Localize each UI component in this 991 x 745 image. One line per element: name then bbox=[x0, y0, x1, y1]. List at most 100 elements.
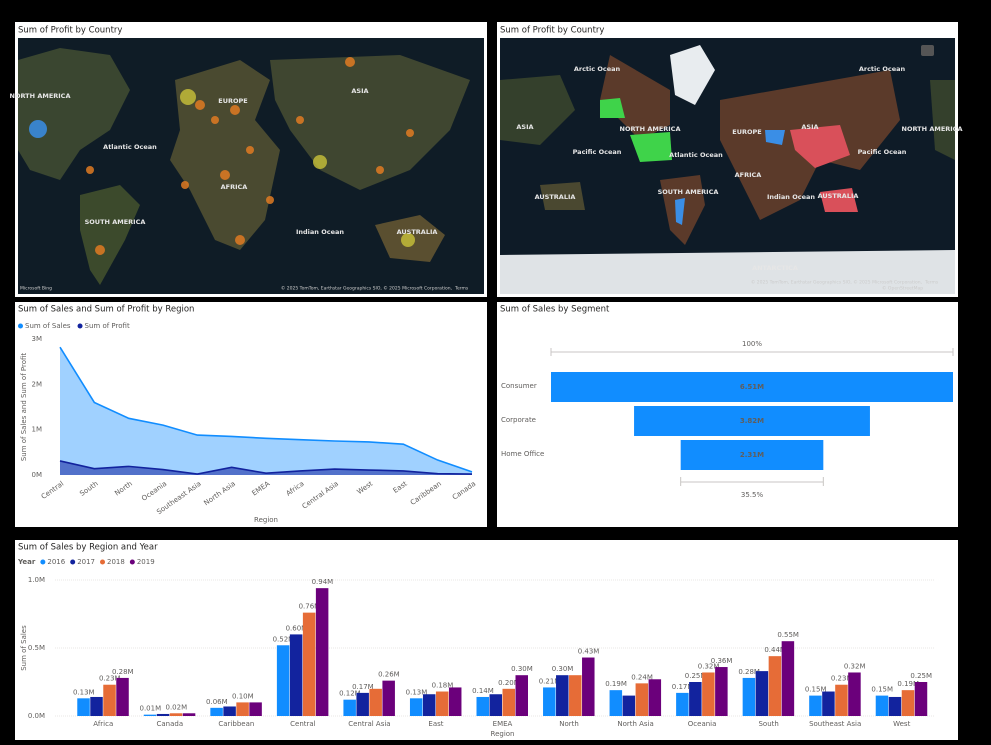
bar bbox=[768, 656, 782, 716]
bar bbox=[143, 714, 157, 716]
bar bbox=[914, 682, 928, 716]
land bbox=[18, 48, 130, 180]
x-tick-label: EMEA bbox=[493, 720, 513, 728]
bar bbox=[809, 695, 822, 716]
map-attribution: © 2025 TomTom, Earthstar Geographics SIO… bbox=[751, 279, 922, 286]
data-label: 0.32M bbox=[844, 662, 866, 670]
x-tick-label: Central bbox=[290, 720, 316, 728]
legend-marker bbox=[129, 559, 135, 565]
data-label: 0.01M bbox=[139, 705, 161, 713]
bubble bbox=[376, 166, 384, 174]
bubble bbox=[296, 116, 304, 124]
bubble bbox=[401, 233, 415, 247]
bar bbox=[103, 684, 116, 716]
land-highlight bbox=[600, 98, 625, 118]
x-tick-label: Southeast Asia bbox=[809, 720, 861, 728]
data-label: 0.13M bbox=[406, 688, 428, 696]
data-label: 0.02M bbox=[165, 703, 187, 711]
bar bbox=[236, 702, 249, 716]
data-label: 0.24M bbox=[631, 673, 653, 681]
data-label: 0.14M bbox=[472, 687, 494, 695]
map-label: Pacific Ocean bbox=[858, 148, 907, 156]
map-label: AFRICA bbox=[735, 171, 762, 179]
bubble bbox=[246, 146, 254, 154]
legend-label: Sum of Profit bbox=[85, 322, 130, 330]
chart-title: Sum of Sales and Sum of Profit by Region bbox=[18, 305, 194, 315]
land-highlight bbox=[765, 130, 785, 145]
data-label: 0.55M bbox=[777, 631, 799, 639]
bar bbox=[569, 675, 582, 716]
bar bbox=[689, 682, 702, 716]
x-tick-label: North Asia bbox=[617, 720, 653, 728]
data-label: 0.15M bbox=[871, 686, 893, 694]
land bbox=[540, 182, 585, 210]
x-tick-label: South bbox=[758, 720, 778, 728]
data-label: 0.30M bbox=[552, 665, 574, 673]
data-label: 0.19M bbox=[605, 680, 627, 688]
data-label: 0.10M bbox=[232, 692, 254, 700]
x-tick-label: West bbox=[893, 720, 910, 728]
map-terms: Terms bbox=[454, 286, 469, 292]
area bbox=[60, 460, 472, 475]
map-label: NORTH AMERICA bbox=[620, 125, 681, 133]
category-label: Home Office bbox=[501, 450, 544, 458]
map-label: NORTH AMERICA bbox=[902, 125, 963, 133]
bubble bbox=[95, 245, 105, 255]
land-highlight bbox=[630, 132, 672, 162]
bar bbox=[116, 677, 129, 716]
land-highlight bbox=[820, 188, 858, 212]
chart-title: Sum of Sales by Region and Year bbox=[18, 543, 158, 553]
x-tick-label: East bbox=[428, 720, 443, 728]
map-control[interactable] bbox=[921, 45, 934, 56]
bar bbox=[369, 688, 382, 716]
data-label: 0.28M bbox=[738, 668, 760, 676]
map-label: Arctic Ocean bbox=[859, 65, 906, 73]
data-label: 6.51M bbox=[740, 383, 764, 391]
map-bubbles bbox=[86, 57, 414, 255]
line bbox=[59, 460, 473, 475]
data-label: 0.21M bbox=[539, 677, 561, 685]
y-tick-label: 0M bbox=[32, 471, 43, 479]
bar bbox=[755, 671, 769, 716]
data-label: 0.43M bbox=[578, 648, 600, 656]
bar bbox=[888, 696, 902, 716]
bubble bbox=[211, 116, 219, 124]
data-label: 0.13M bbox=[73, 688, 95, 696]
bar bbox=[742, 677, 756, 716]
bar bbox=[556, 675, 569, 716]
x-axis-title: Region bbox=[491, 730, 515, 738]
map-label: SOUTH AMERICA bbox=[85, 218, 146, 226]
panel bbox=[15, 302, 487, 527]
bar bbox=[210, 707, 223, 716]
chart-title: Sum of Sales by Segment bbox=[500, 305, 610, 315]
x-tick-label: Caribbean bbox=[218, 720, 254, 728]
bar bbox=[543, 687, 556, 716]
map-label: EUROPE bbox=[218, 97, 247, 105]
y-axis-title: Sum of Sales and Sum of Profit bbox=[20, 353, 28, 462]
map-label: AUSTRALIA bbox=[818, 192, 859, 200]
map-logo: Microsoft Bing bbox=[20, 286, 52, 292]
bubble bbox=[195, 100, 205, 110]
bar bbox=[77, 698, 90, 716]
y-tick-label: 1M bbox=[32, 426, 43, 434]
map-label: Atlantic Ocean bbox=[669, 151, 723, 159]
data-label: 0.36M bbox=[711, 657, 733, 665]
bar bbox=[315, 588, 329, 716]
land-highlight bbox=[675, 198, 685, 225]
funnel-bar bbox=[551, 372, 953, 402]
map-label: Atlantic Ocean bbox=[103, 143, 157, 151]
bar bbox=[622, 695, 636, 716]
bar bbox=[582, 657, 595, 716]
greenland bbox=[670, 45, 715, 105]
map-label: EUROPE bbox=[732, 128, 761, 136]
land bbox=[930, 80, 955, 160]
bubble bbox=[266, 196, 274, 204]
bar bbox=[276, 645, 290, 716]
bar bbox=[435, 691, 449, 716]
x-tick-label: Central Asia bbox=[348, 720, 390, 728]
data-label: 0.94M bbox=[312, 578, 334, 586]
area bbox=[60, 347, 472, 475]
bar bbox=[382, 680, 395, 716]
bar bbox=[302, 612, 316, 716]
data-label: 0.76M bbox=[299, 603, 321, 611]
